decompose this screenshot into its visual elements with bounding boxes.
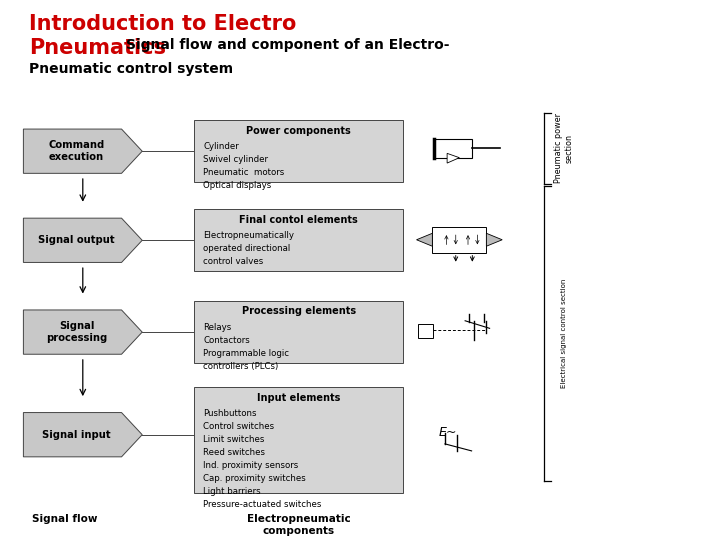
- Text: Electrical signal control section: Electrical signal control section: [561, 279, 567, 388]
- FancyBboxPatch shape: [418, 324, 433, 338]
- Polygon shape: [23, 218, 143, 262]
- Text: Contactors: Contactors: [203, 336, 250, 345]
- Text: Reed switches: Reed switches: [203, 448, 265, 457]
- Text: controllers (PLCs): controllers (PLCs): [203, 362, 279, 370]
- FancyBboxPatch shape: [194, 209, 403, 271]
- Text: Processing elements: Processing elements: [242, 306, 356, 316]
- Text: Ind. proximity sensors: Ind. proximity sensors: [203, 461, 298, 470]
- Text: Power components: Power components: [246, 126, 351, 136]
- Text: Pushbuttons: Pushbuttons: [203, 409, 256, 418]
- Text: Pneumatic  motors: Pneumatic motors: [203, 168, 284, 177]
- Text: Pneumatic power
section: Pneumatic power section: [554, 113, 573, 184]
- Text: Signal input: Signal input: [42, 430, 111, 440]
- Polygon shape: [23, 413, 143, 457]
- Text: Programmable logic: Programmable logic: [203, 349, 289, 357]
- Text: Pneumatic control system: Pneumatic control system: [29, 62, 233, 76]
- Text: Pneumatics: Pneumatics: [29, 38, 166, 58]
- Text: Relays: Relays: [203, 322, 231, 332]
- Text: Signal output: Signal output: [38, 235, 115, 245]
- Polygon shape: [416, 233, 432, 246]
- FancyBboxPatch shape: [194, 388, 403, 492]
- Text: Electropneumatic
components: Electropneumatic components: [247, 514, 351, 536]
- Text: Input elements: Input elements: [257, 393, 341, 403]
- Text: Swivel cylinder: Swivel cylinder: [203, 155, 268, 164]
- Text: Optical displays: Optical displays: [203, 180, 271, 190]
- Text: Cap. proximity switches: Cap. proximity switches: [203, 474, 306, 483]
- Text: operated directional: operated directional: [203, 244, 290, 253]
- Text: Limit switches: Limit switches: [203, 435, 264, 444]
- FancyBboxPatch shape: [194, 120, 403, 183]
- FancyBboxPatch shape: [434, 139, 472, 158]
- Text: $E$~: $E$~: [438, 426, 457, 438]
- Text: Light barriers: Light barriers: [203, 487, 261, 496]
- Text: Introduction to Electro: Introduction to Electro: [29, 14, 296, 33]
- FancyBboxPatch shape: [194, 301, 403, 363]
- Polygon shape: [487, 233, 503, 246]
- Text: Pressure-actuated switches: Pressure-actuated switches: [203, 500, 321, 509]
- Polygon shape: [23, 310, 143, 354]
- Text: Electropneumatically: Electropneumatically: [203, 231, 294, 240]
- Text: Signal
processing: Signal processing: [46, 321, 107, 343]
- Text: Signal flow and component of an Electro-: Signal flow and component of an Electro-: [126, 38, 449, 52]
- Polygon shape: [23, 129, 143, 173]
- Polygon shape: [447, 153, 459, 163]
- Text: Command
execution: Command execution: [48, 140, 104, 162]
- Text: control valves: control valves: [203, 257, 264, 266]
- Text: Cylinder: Cylinder: [203, 142, 239, 151]
- Text: Signal flow: Signal flow: [32, 514, 97, 524]
- Text: Final contol elements: Final contol elements: [240, 214, 358, 225]
- Text: Control switches: Control switches: [203, 422, 274, 431]
- FancyBboxPatch shape: [432, 227, 487, 253]
